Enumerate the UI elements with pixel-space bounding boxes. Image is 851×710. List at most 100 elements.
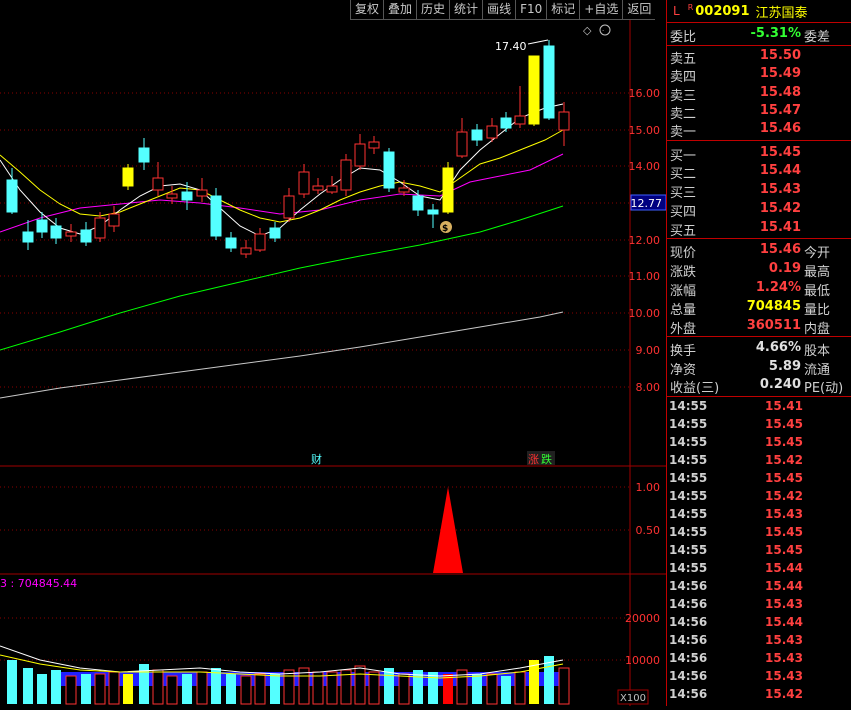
bid-row[interactable]: 买三 15.43: [667, 181, 851, 201]
overlay-button[interactable]: 叠加: [383, 0, 417, 20]
price-axis: 16.00 15.00 14.00 12.00 11.00 10.00 9.00…: [629, 87, 661, 394]
settings-circle-icon: [599, 24, 611, 36]
bid-row[interactable]: 买二 15.44: [667, 162, 851, 182]
price-tick: 10.00: [629, 307, 661, 320]
volume-group: [7, 656, 570, 705]
volume-bar: [456, 669, 468, 705]
candle-body: [456, 131, 468, 157]
volume-unit: X100: [620, 693, 646, 704]
volume-bar: [123, 674, 133, 704]
quote-value: 360511: [746, 318, 801, 333]
ma20-line: [0, 153, 564, 233]
volume-bar: [368, 671, 380, 705]
candle-body: [225, 237, 237, 249]
tick-price: 15.44: [765, 615, 803, 629]
volume-bar: [486, 673, 498, 705]
indicator-axis: 1.00 0.50: [636, 481, 661, 537]
quote-label: 涨跌: [670, 265, 697, 280]
ask-label: 卖四: [670, 70, 697, 85]
volume-bar: [312, 671, 324, 705]
volume-bar: [65, 675, 77, 705]
kline-chart-svg[interactable]: 16.00 15.00 14.00 12.00 11.00 10.00 9.00…: [0, 0, 667, 706]
quote-label: 总量: [670, 303, 697, 318]
ma120-line: [0, 311, 564, 399]
stats-label: 净资: [670, 363, 697, 378]
volume-unit-box: [617, 689, 649, 705]
candle-body: [326, 185, 338, 193]
ask-row[interactable]: 卖三 15.48: [667, 84, 851, 104]
volume-bar: [326, 671, 338, 705]
ask-row[interactable]: 卖五 15.50: [667, 47, 851, 67]
volume-bar: [384, 668, 394, 704]
quote-label-right: 内盘: [804, 322, 831, 337]
bid-row[interactable]: 买四 15.42: [667, 200, 851, 220]
tick-price: 15.45: [765, 525, 803, 539]
history-button[interactable]: 历史: [416, 0, 450, 20]
ask-row[interactable]: 卖二 15.47: [667, 102, 851, 122]
mark-button[interactable]: 标记: [546, 0, 580, 20]
candle-group: [6, 40, 570, 258]
quote-label-right: 今开: [804, 246, 831, 261]
candle-body: [181, 191, 193, 201]
ask-price: 15.46: [759, 121, 801, 136]
volume-bar: [501, 676, 511, 704]
candle-body: [210, 195, 222, 237]
candle-body: [354, 143, 366, 167]
ask-row[interactable]: 卖一 15.46: [667, 120, 851, 140]
tick-row: 14:55 15.45: [667, 470, 851, 488]
tick-time: 14:56: [669, 651, 708, 665]
volume-bar: [529, 660, 539, 704]
tick-price: 15.43: [765, 507, 803, 521]
candle-body: [65, 231, 77, 237]
candle-body: [240, 247, 252, 255]
bid-price: 15.43: [759, 182, 801, 197]
tick-time: 14:56: [669, 579, 708, 593]
bid-row[interactable]: 买一 15.45: [667, 144, 851, 164]
tick-time: 14:55: [669, 561, 708, 575]
restore-rights-button[interactable]: 复权: [350, 0, 384, 20]
stats-label-right: PE(动): [804, 381, 844, 396]
tick-row: 14:56 15.44: [667, 578, 851, 596]
volume-bar: [108, 671, 120, 705]
tick-time: 14:56: [669, 597, 708, 611]
candle-body: [196, 189, 208, 197]
volume-tick: 10000: [625, 654, 660, 667]
kline-chart-area[interactable]: 16.00 15.00 14.00 12.00 11.00 10.00 9.00…: [0, 0, 667, 706]
stats-label: 换手: [670, 344, 697, 359]
ask-row[interactable]: 卖四 15.49: [667, 65, 851, 85]
bid-row[interactable]: 买五 15.41: [667, 219, 851, 239]
quote-value: 704845: [746, 299, 801, 314]
market-flag: L: [673, 4, 680, 18]
tick-price: 15.43: [765, 633, 803, 647]
ask-label: 卖二: [670, 107, 697, 122]
stock-header: L R 002091 江苏国泰: [667, 0, 851, 22]
tick-row: 14:56 15.43: [667, 632, 851, 650]
f10-button[interactable]: F10: [515, 0, 547, 20]
back-button[interactable]: 返回: [622, 0, 656, 20]
quote-value: 1.24%: [755, 280, 801, 295]
volume-bar: [298, 667, 310, 705]
candle-body: [340, 159, 352, 191]
tick-price: 15.43: [765, 651, 803, 665]
volume-axis: 20000 10000: [625, 612, 660, 667]
volume-bar: [514, 671, 526, 705]
order-diff-label: 委差: [804, 30, 831, 45]
volume-bar: [270, 674, 280, 704]
add-watchlist-button[interactable]: +自选: [579, 0, 623, 20]
volume-bar: [196, 671, 208, 705]
statistics-button[interactable]: 统计: [449, 0, 483, 20]
dot-icon: ·: [602, 27, 604, 35]
volume-bar: [240, 675, 252, 705]
volume-bar: [354, 665, 366, 705]
divider: [667, 140, 851, 141]
volume-bar: [443, 674, 453, 704]
bid-label: 买五: [670, 224, 697, 239]
divider: [667, 238, 851, 239]
tick-row: 14:56 15.43: [667, 596, 851, 614]
stock-name: 江苏国泰: [755, 5, 808, 21]
quote-row: 涨幅 1.24% 最低: [667, 279, 851, 299]
draw-line-button[interactable]: 画线: [482, 0, 516, 20]
r-flag: R: [687, 2, 694, 12]
candle-body: [427, 209, 439, 215]
finance-marker: 财: [311, 452, 322, 466]
